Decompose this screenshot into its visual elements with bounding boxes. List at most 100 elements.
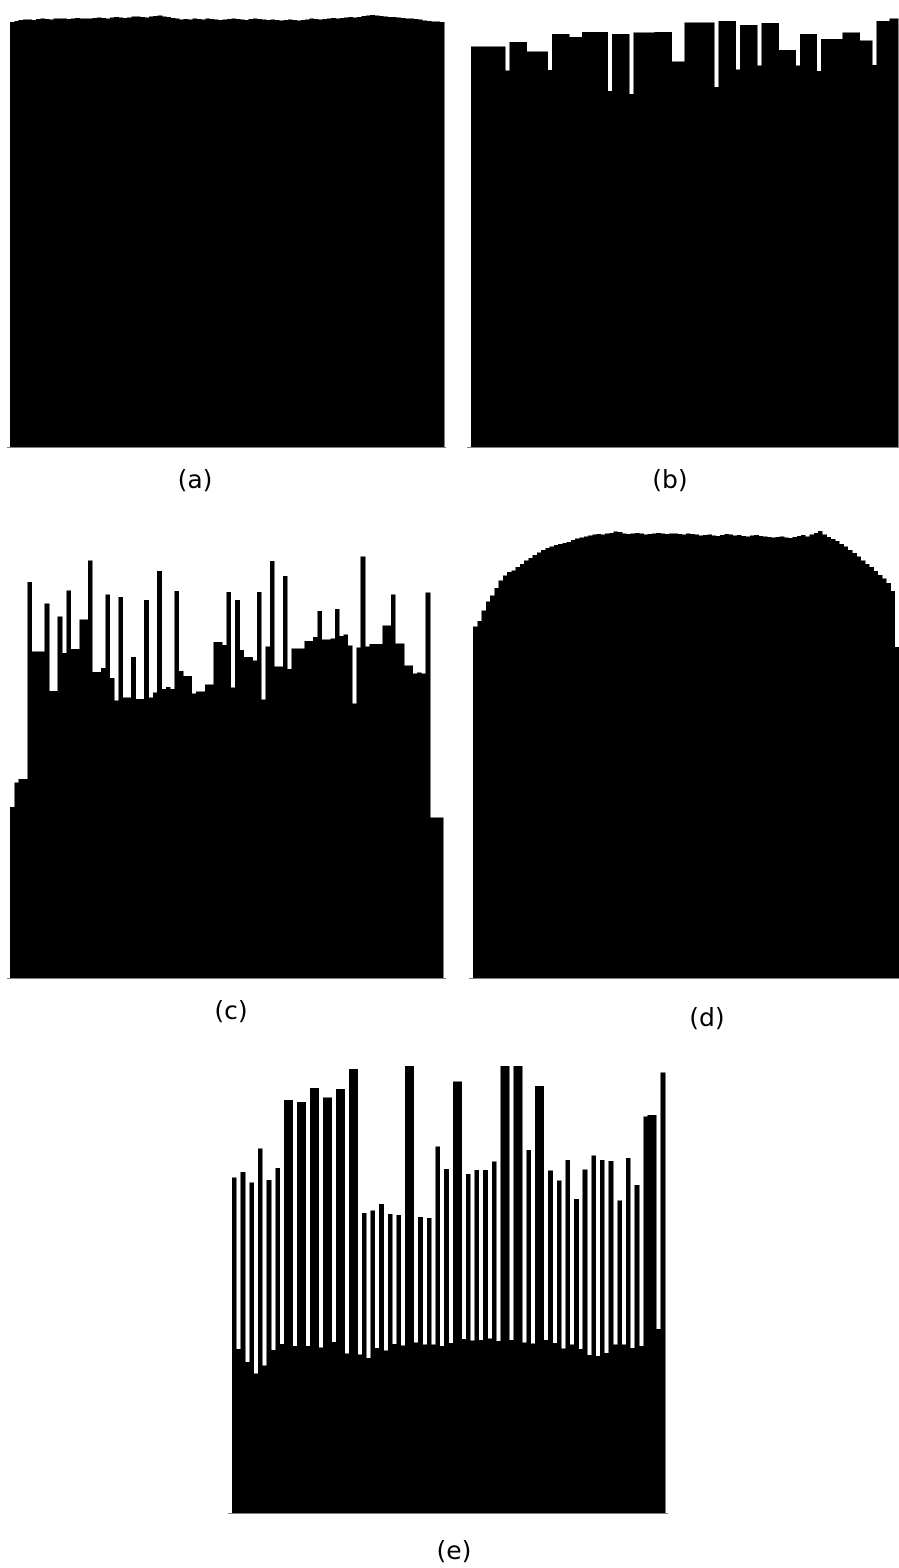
bar-d-36 (622, 533, 627, 978)
bar-d-8 (502, 575, 508, 978)
bar-e-5 (249, 1182, 254, 1513)
bar-a-64 (283, 20, 289, 448)
bar-b-82 (816, 71, 822, 448)
bar-c-21 (96, 672, 102, 978)
bar-a-63 (279, 20, 284, 448)
bar-b-18 (543, 51, 549, 447)
bar-b-70 (765, 23, 771, 448)
bar-e-73 (543, 1340, 549, 1513)
bar-d-88 (843, 546, 849, 978)
bar-a-92 (404, 18, 410, 448)
bar-b-2 (475, 46, 480, 448)
bar-b-10 (509, 41, 515, 448)
bar-c-29 (131, 656, 136, 978)
bar-e-41 (405, 1066, 410, 1513)
bar-d-21 (558, 543, 563, 978)
bar-b-11 (513, 41, 519, 448)
bar-b-92 (859, 40, 865, 448)
bar-e-19 (309, 1087, 315, 1513)
bar-d-99 (890, 590, 896, 978)
bar-a-30 (135, 16, 141, 448)
bar-a-31 (140, 16, 145, 448)
bar-e-52 (452, 1081, 458, 1513)
bar-d-62 (732, 535, 738, 978)
bar-c-57 (252, 660, 258, 978)
bar-d-10 (511, 570, 516, 978)
bar-a-68 (300, 20, 306, 448)
bar-e-59 (483, 1170, 488, 1513)
bar-b-51 (684, 22, 690, 447)
bar-a-2 (14, 20, 20, 448)
bar-e-53 (457, 1081, 462, 1513)
bar-b-83 (821, 38, 826, 448)
bar-c-36 (161, 689, 167, 978)
bar-d-28 (588, 535, 593, 978)
bar-c-58 (256, 591, 262, 978)
bar-a-97 (426, 20, 432, 448)
bar-d-7 (498, 580, 504, 978)
bar-a-35 (157, 15, 163, 448)
bar-a-77 (339, 17, 345, 448)
bar-c-79 (347, 645, 353, 978)
bar-c-5 (27, 581, 32, 978)
bar-a-56 (248, 19, 254, 448)
bar-b-41 (641, 32, 647, 447)
bar-c-12 (57, 616, 63, 978)
bar-b-87 (838, 38, 843, 448)
bar-d-68 (758, 536, 764, 978)
bar-c-62 (274, 666, 279, 978)
bar-b-22 (560, 34, 566, 447)
bar-a-61 (270, 19, 276, 448)
bar-e-93 (630, 1347, 636, 1513)
bar-d-43 (651, 533, 657, 978)
bar-d-3 (481, 610, 487, 978)
bar-c-87 (382, 625, 388, 978)
bar-a-4 (23, 19, 28, 448)
bar-c-65 (287, 668, 292, 978)
bar-e-11 (275, 1167, 280, 1513)
caption-b: (b) (652, 465, 688, 494)
bar-a-74 (326, 18, 332, 448)
bar-e-17 (301, 1102, 306, 1513)
bar-c-1 (10, 807, 15, 978)
bar-b-38 (628, 93, 634, 448)
bar-c-19 (87, 560, 93, 978)
bar-c-41 (183, 676, 188, 978)
bar-b-91 (855, 32, 860, 447)
bar-c-82 (360, 556, 366, 978)
bar-e-97 (647, 1115, 653, 1513)
bar-e-43 (413, 1342, 419, 1513)
bar-c-77 (339, 635, 344, 978)
bar-c-96 (421, 673, 427, 978)
bar-c-46 (204, 684, 210, 978)
bar-c-7 (35, 651, 41, 978)
bar-c-6 (31, 651, 37, 978)
bar-a-17 (79, 18, 85, 448)
bar-d-54 (698, 535, 704, 978)
bar-b-14 (526, 51, 532, 447)
bar-b-39 (633, 32, 638, 447)
bar-c-4 (22, 779, 28, 978)
bar-c-83 (365, 646, 370, 978)
bar-b-65 (744, 24, 749, 448)
chart-panel-c: (c) (0, 0, 450, 1040)
bar-e-79 (569, 1344, 575, 1513)
bar-chart-a (7, 15, 446, 448)
bar-c-42 (187, 676, 193, 978)
bar-d-59 (720, 535, 725, 978)
bar-e-55 (465, 1174, 471, 1513)
bar-a-51 (227, 19, 232, 448)
bar-a-81 (357, 16, 362, 448)
bar-d-47 (668, 533, 674, 978)
bar-a-47 (209, 19, 215, 448)
caption-a: (a) (177, 465, 213, 494)
bar-b-97 (880, 20, 886, 448)
bar-c-99 (434, 817, 440, 978)
bar-a-95 (417, 19, 423, 448)
bar-d-98 (886, 583, 891, 978)
bar-b-9 (505, 70, 510, 447)
bar-e-94 (634, 1184, 640, 1513)
bar-c-16 (74, 649, 80, 978)
bar-d-20 (553, 545, 559, 978)
chart-panel-b: (b) (0, 0, 899, 500)
